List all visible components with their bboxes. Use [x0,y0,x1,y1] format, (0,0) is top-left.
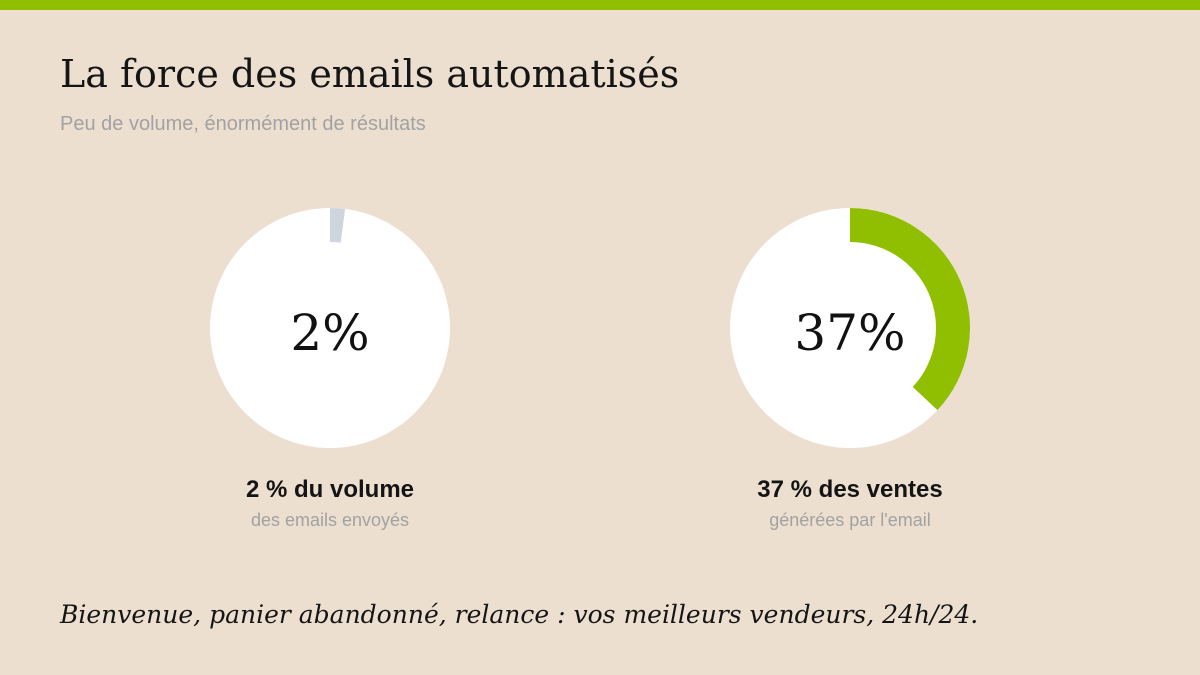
donut-volume-label: 2 % du volume [245,476,415,503]
page-subtitle: Peu de volume, énormément de résultats [60,113,426,135]
donut-sales-base [730,208,970,448]
top-accent-bar [0,0,1200,10]
donut-chart-volume: 2% 2 % du volume des emails envoyés [160,208,500,538]
page-title: La force des emails automatisés [60,52,680,96]
donut-volume-graphic [210,208,450,448]
donut-chart-sales: 37% 37 % des ventes générées par l'email [680,208,1020,538]
donut-sales-sublabel: générées par l'email [769,510,931,530]
donut-volume-base [210,208,450,448]
donut-volume-value: 2% [290,304,370,362]
donut-sales-slice [850,208,970,411]
donut-volume-slice [330,208,346,243]
donut-volume-sublabel: des emails envoyés [250,510,410,530]
donut-sales-graphic [730,208,970,448]
donut-sales-label: 37 % des ventes [757,476,943,503]
donut-sales-value: 37% [794,304,906,362]
footer-tagline: Bienvenue, panier abandonné, relance : v… [60,600,979,629]
